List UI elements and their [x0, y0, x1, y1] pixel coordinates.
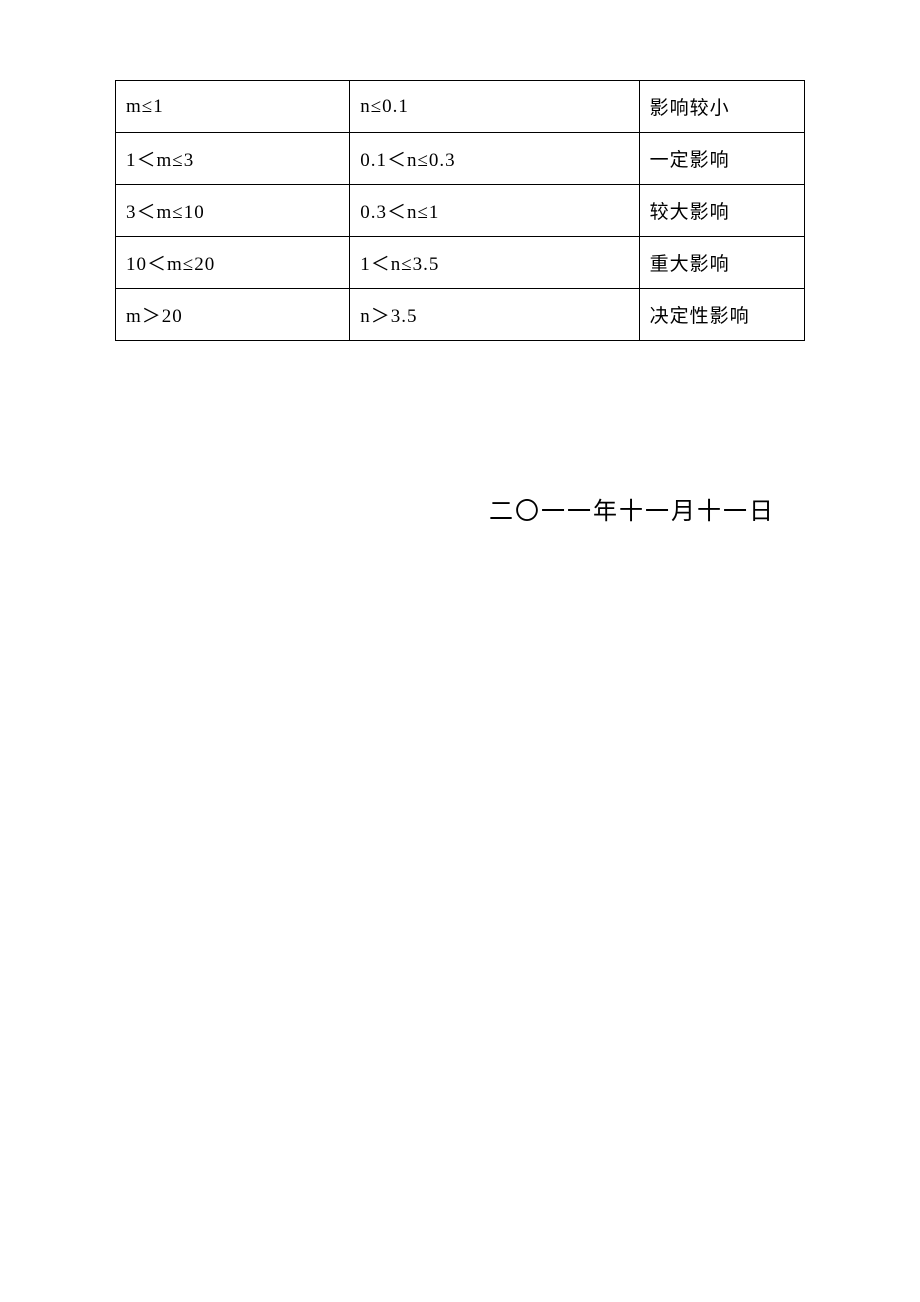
- date-text: 二〇一一年十一月十一日: [489, 491, 775, 526]
- cell-influence: 决定性影响: [639, 289, 804, 341]
- cell-n-range: n≤0.1: [350, 81, 639, 133]
- table-row: 3＜m≤10 0.3＜n≤1 较大影响: [116, 185, 805, 237]
- table-row: 10＜m≤20 1＜n≤3.5 重大影响: [116, 237, 805, 289]
- cell-influence: 一定影响: [639, 133, 804, 185]
- cell-n-range: n＞3.5: [350, 289, 639, 341]
- page-container: m≤1 n≤0.1 影响较小 1＜m≤3 0.1＜n≤0.3 一定影响 3＜m≤…: [0, 0, 920, 526]
- cell-m-range: m＞20: [116, 289, 350, 341]
- table-row: m≤1 n≤0.1 影响较小: [116, 81, 805, 133]
- table-row: m＞20 n＞3.5 决定性影响: [116, 289, 805, 341]
- cell-influence: 较大影响: [639, 185, 804, 237]
- cell-m-range: 10＜m≤20: [116, 237, 350, 289]
- influence-table: m≤1 n≤0.1 影响较小 1＜m≤3 0.1＜n≤0.3 一定影响 3＜m≤…: [115, 80, 805, 341]
- cell-influence: 影响较小: [639, 81, 804, 133]
- cell-influence: 重大影响: [639, 237, 804, 289]
- cell-m-range: 1＜m≤3: [116, 133, 350, 185]
- date-line: 二〇一一年十一月十一日: [115, 491, 805, 526]
- cell-n-range: 1＜n≤3.5: [350, 237, 639, 289]
- cell-n-range: 0.3＜n≤1: [350, 185, 639, 237]
- table-row: 1＜m≤3 0.1＜n≤0.3 一定影响: [116, 133, 805, 185]
- cell-m-range: 3＜m≤10: [116, 185, 350, 237]
- cell-m-range: m≤1: [116, 81, 350, 133]
- cell-n-range: 0.1＜n≤0.3: [350, 133, 639, 185]
